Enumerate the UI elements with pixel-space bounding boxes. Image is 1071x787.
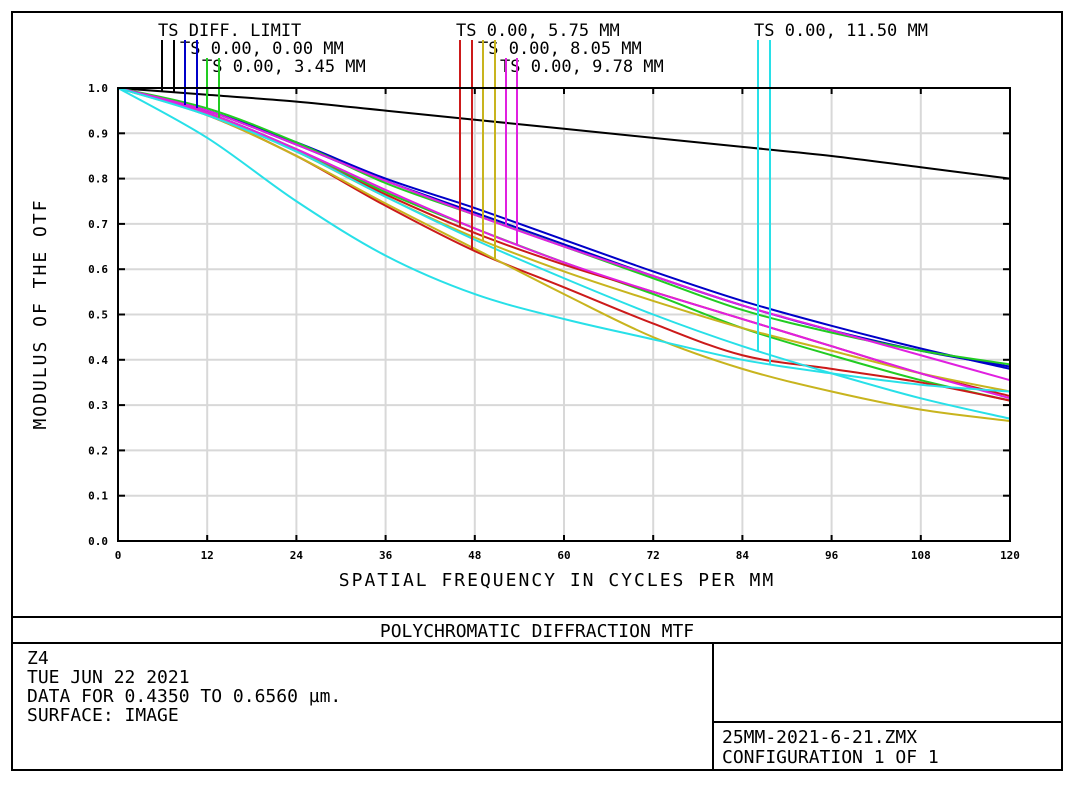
tick-labels: 0 12 24 36 48 60 72 84 96 108 120 0.0 0.1 0.2 0.3 0.4 0.… xyxy=(88,82,1020,562)
x-tick-label: 60 xyxy=(557,549,570,562)
legend-label: TS 0.00, 8.05 MM xyxy=(478,39,642,59)
y-tick-label: 0.8 xyxy=(88,173,108,186)
mtf-curve-9-78-mm-t xyxy=(117,87,1011,382)
mtf-curve-8-05-mm-s xyxy=(117,87,1011,422)
x-tick-label: 84 xyxy=(736,549,750,562)
x-tick-label: 48 xyxy=(468,549,481,562)
y-tick-label: 0.5 xyxy=(88,309,108,322)
mtf-curve-diff-limit-t xyxy=(117,87,1011,180)
mtf-curve-9-78-mm-s xyxy=(117,87,1011,400)
x-tick-label: 108 xyxy=(911,549,931,562)
mtf-curve-11-50-mm-t xyxy=(117,87,1011,420)
chart-title: POLYCHROMATIC DIFFRACTION MTF xyxy=(380,621,694,642)
legend-label: TS 0.00, 5.75 MM xyxy=(456,21,620,41)
plot-frame xyxy=(117,87,1011,542)
legend-label: TS 0.00, 0.00 MM xyxy=(180,39,344,59)
legend-label: TS 0.00, 3.45 MM xyxy=(202,57,366,77)
y-tick-label: 0.9 xyxy=(88,127,108,140)
lens-name: Z4 xyxy=(27,648,49,669)
wavelength-range: DATA FOR 0.4350 TO 0.6560 µm. xyxy=(27,686,341,707)
outer-frame xyxy=(11,11,1063,771)
y-tick-label: 1.0 xyxy=(88,82,108,95)
y-tick-label: 0.6 xyxy=(88,263,108,276)
x-tick-label: 36 xyxy=(379,549,393,562)
configuration: CONFIGURATION 1 OF 1 xyxy=(722,747,939,768)
legend-label: TS 0.00, 9.78 MM xyxy=(500,57,664,77)
y-tick-label: 0.7 xyxy=(88,218,108,231)
mtf-curve-11-50-mm-s xyxy=(117,87,1011,393)
x-tick-label: 12 xyxy=(201,549,214,562)
surface: SURFACE: IMAGE xyxy=(27,705,179,726)
y-tick-label: 0.0 xyxy=(88,535,108,548)
y-tick-label: 0.2 xyxy=(88,444,108,457)
legend-label: TS DIFF. LIMIT xyxy=(158,21,301,41)
x-tick-label: 72 xyxy=(647,549,660,562)
x-tick-label: 96 xyxy=(825,549,839,562)
y-axis-label: MODULUS OF THE OTF xyxy=(30,198,51,429)
x-tick-label: 24 xyxy=(290,549,304,562)
legend-label: TS 0.00, 11.50 MM xyxy=(754,21,928,41)
curves xyxy=(117,87,1011,422)
y-tick-label: 0.1 xyxy=(88,490,108,503)
x-tick-label: 0 xyxy=(115,549,122,562)
x-axis-label: SPATIAL FREQUENCY IN CYCLES PER MM xyxy=(339,570,775,591)
y-tick-label: 0.3 xyxy=(88,399,108,412)
date: TUE JUN 22 2021 xyxy=(27,667,190,688)
y-tick-label: 0.4 xyxy=(88,354,108,367)
x-tick-label: 120 xyxy=(1000,549,1020,562)
file-name: 25MM-2021-6-21.ZMX xyxy=(722,727,917,748)
grid xyxy=(117,87,1011,542)
